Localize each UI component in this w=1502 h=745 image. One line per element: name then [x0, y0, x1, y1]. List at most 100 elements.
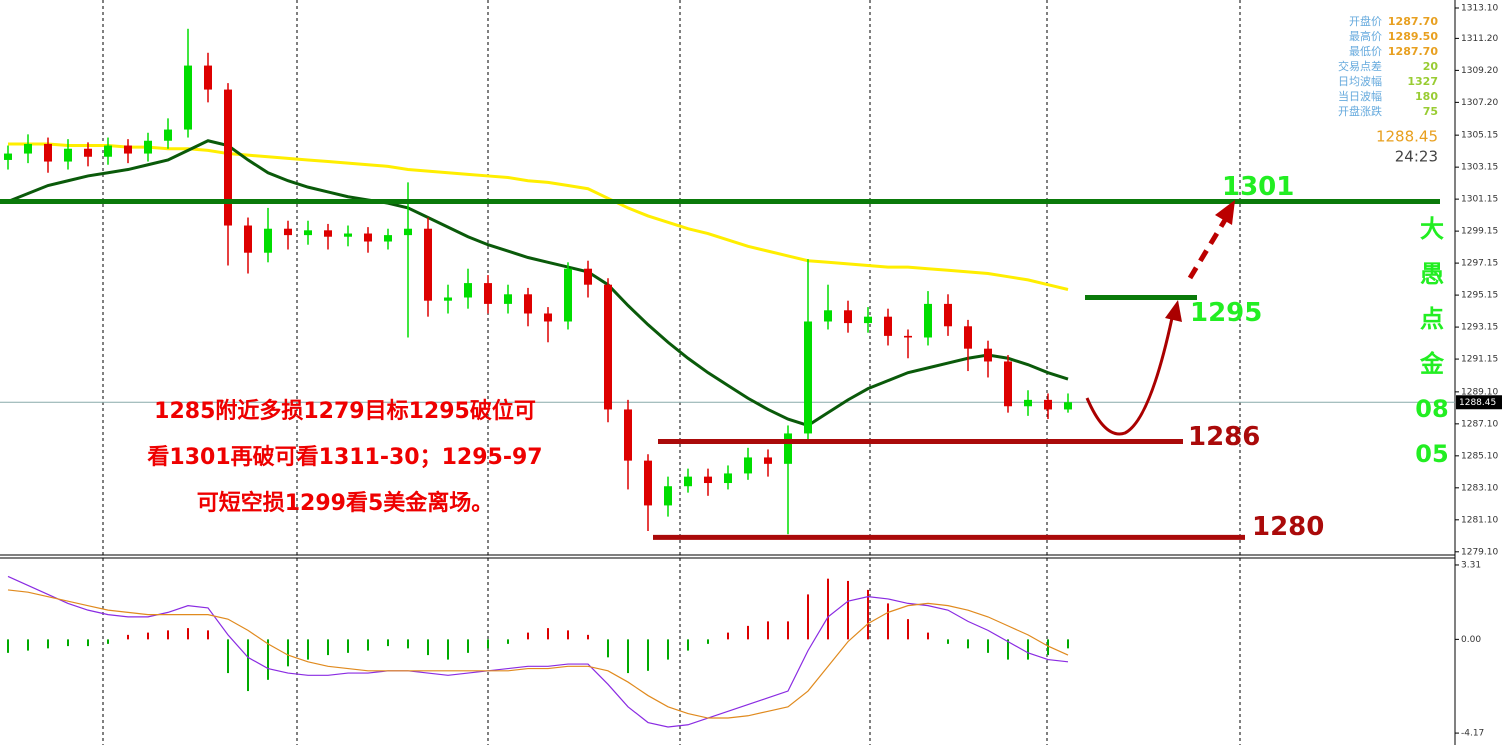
signature: 点	[1420, 305, 1444, 333]
y-tick-label: 0.00	[1461, 635, 1481, 645]
candle-body	[464, 283, 472, 298]
y-tick-label: 1293.15	[1461, 323, 1498, 333]
candle-body	[504, 294, 512, 304]
candle-body	[24, 143, 32, 154]
arrow-dashed	[1187, 218, 1228, 280]
candle-body	[164, 129, 172, 141]
candle-body	[824, 310, 832, 322]
candle-body	[1044, 399, 1052, 410]
y-tick-label: 3.31	[1461, 560, 1481, 570]
candle-body	[44, 143, 52, 162]
candle-body	[764, 457, 772, 464]
info-label: 开盘价	[1349, 14, 1382, 28]
candle-body	[924, 303, 932, 338]
info-value: 1287.70	[1388, 15, 1438, 28]
info-value: 1327	[1407, 75, 1438, 88]
y-tick-label: 1285.10	[1461, 451, 1498, 461]
candle-body	[844, 310, 852, 324]
y-tick-label: 1307.20	[1461, 98, 1498, 108]
moving-average	[8, 142, 1069, 291]
candle-body	[604, 284, 612, 410]
level-label: 1295	[1190, 298, 1262, 328]
info-label: 最高价	[1349, 29, 1382, 43]
y-tick-label: 1305.15	[1461, 131, 1498, 141]
candle-body	[224, 89, 232, 226]
signature: 愚	[1420, 260, 1444, 288]
candle-body	[344, 233, 352, 237]
candle-body	[864, 316, 872, 324]
candle-body	[484, 283, 492, 304]
candle-body	[624, 409, 632, 461]
candle-body	[444, 297, 452, 301]
info-value: 20	[1423, 60, 1439, 73]
level-label: 1286	[1188, 422, 1260, 452]
candle-body	[944, 303, 952, 327]
annotation: 1285附近多损1279目标1295破位可	[154, 398, 536, 424]
candle-body	[524, 294, 532, 314]
info-label: 最低价	[1349, 45, 1382, 58]
candle-body	[684, 476, 692, 487]
info-label: 日均波幅	[1338, 75, 1382, 88]
candle-body	[964, 326, 972, 349]
info-label: 交易点差	[1338, 59, 1382, 73]
info-value: 1289.50	[1388, 30, 1438, 43]
arrow-head	[1165, 300, 1182, 322]
candle-body	[1004, 361, 1012, 407]
arrow-head	[1215, 200, 1235, 225]
candle-body	[804, 321, 812, 434]
candle-body	[124, 145, 132, 154]
candle-body	[204, 65, 212, 90]
level-label: 1280	[1252, 512, 1324, 542]
y-tick-label: 1287.10	[1461, 419, 1498, 429]
y-tick-label: 1301.15	[1461, 195, 1498, 205]
y-tick-label: 1295.15	[1461, 291, 1498, 301]
candle-body	[1064, 402, 1072, 410]
y-tick-label: 1313.10	[1461, 3, 1498, 13]
candle-body	[984, 348, 992, 362]
y-tick-label: 1281.10	[1461, 515, 1498, 525]
y-tick-label: 1309.20	[1461, 66, 1498, 76]
signature: 08	[1415, 395, 1448, 423]
signature: 05	[1415, 440, 1448, 468]
candle-body	[144, 140, 152, 154]
candle-body	[304, 230, 312, 236]
candle-body	[184, 65, 192, 130]
candle-body	[244, 225, 252, 253]
candle-body	[644, 460, 652, 506]
candle-body	[324, 230, 332, 237]
moving-average	[7, 139, 1069, 428]
candle-body	[904, 335, 912, 338]
y-tick-label: 1291.15	[1461, 355, 1498, 365]
candle-body	[744, 457, 752, 474]
info-label: 开盘涨跌	[1338, 104, 1382, 118]
info-value: 1287.70	[1388, 45, 1438, 58]
candle-body	[1024, 399, 1032, 407]
candle-body	[584, 268, 592, 285]
candle-body	[284, 228, 292, 236]
last-price-label: 1288.45	[1459, 398, 1496, 408]
macd-line	[7, 575, 1069, 728]
candle-body	[664, 486, 672, 506]
candle-body	[404, 228, 412, 236]
candle-body	[784, 433, 792, 464]
candle-body	[424, 228, 432, 301]
candle-body	[384, 235, 392, 242]
candle-body	[544, 313, 552, 322]
candle-body	[564, 268, 572, 322]
annotation: 看1301再破可看1311-30；1295-97	[147, 444, 542, 470]
arrow-curve	[1085, 317, 1174, 436]
candle-body	[364, 233, 372, 242]
signal-line	[7, 589, 1069, 719]
candle-body	[64, 148, 72, 162]
y-tick-label: -4.17	[1461, 729, 1484, 739]
info-value: 75	[1423, 105, 1438, 118]
candle-body	[264, 228, 272, 253]
candle-body	[4, 153, 12, 160]
candle-body	[104, 145, 112, 157]
y-tick-label: 1311.20	[1461, 34, 1498, 44]
signature: 大	[1420, 215, 1444, 243]
y-tick-label: 1289.10	[1461, 387, 1498, 397]
level-label: 1301	[1222, 172, 1294, 202]
